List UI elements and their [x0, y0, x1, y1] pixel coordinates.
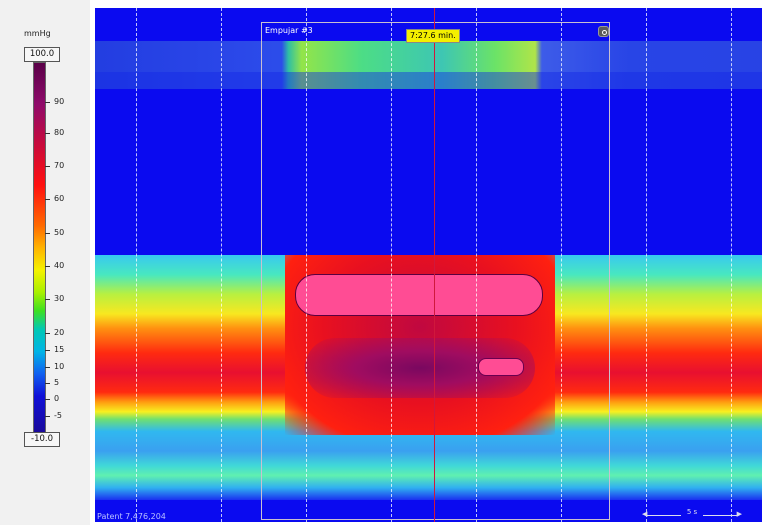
tick-label: 30	[54, 294, 65, 303]
tick-label: 20	[54, 328, 65, 337]
time-gridline	[646, 8, 647, 522]
tick-mark	[45, 266, 50, 267]
time-gridline	[306, 8, 307, 522]
selection-title: Empujar #3	[265, 26, 313, 35]
tick-mark	[45, 333, 50, 334]
pressure-scale-panel: mmHg 100.0 -10.0 90 80 70 60 50 40 30 20…	[0, 0, 90, 525]
time-gridline	[221, 8, 222, 522]
high-pressure-spot	[478, 358, 524, 376]
upper-sphincter-band	[95, 41, 762, 89]
scale-min-value[interactable]: -10.0	[24, 432, 60, 447]
tick-mark	[45, 199, 50, 200]
tick-mark	[45, 133, 50, 134]
tick-label: -5	[54, 411, 62, 420]
tick-mark	[45, 383, 50, 384]
tick-mark	[45, 233, 50, 234]
cursor-time-badge: 7:27.6 min.	[406, 29, 460, 43]
time-cursor-line[interactable]	[434, 8, 435, 522]
tick-label: 60	[54, 194, 65, 203]
time-gridline	[391, 8, 392, 522]
time-scale-indicator: 5 s	[642, 508, 742, 522]
swallow-selection-box[interactable]	[261, 22, 610, 520]
tick-label: 5	[54, 378, 60, 387]
time-gridline	[561, 8, 562, 522]
tick-mark	[45, 367, 50, 368]
close-selection-button[interactable]	[598, 26, 609, 37]
tick-label: 80	[54, 128, 65, 137]
tick-label: 90	[54, 97, 65, 106]
unit-label: mmHg	[24, 29, 51, 38]
arrow-left-icon	[642, 510, 681, 518]
pressure-colorbar	[33, 62, 46, 434]
time-gridline	[731, 8, 732, 522]
tick-label: 10	[54, 362, 65, 371]
tick-label: 40	[54, 261, 65, 270]
arrow-right-icon	[703, 510, 742, 518]
time-scale-label: 5 s	[686, 508, 698, 516]
tick-mark	[45, 399, 50, 400]
pressure-topography-plot[interactable]: Empujar #3 7:27.6 min. Patent 7,476,204 …	[95, 8, 762, 522]
scale-max-value[interactable]: 100.0	[24, 47, 60, 62]
tick-mark	[45, 350, 50, 351]
tick-mark	[45, 299, 50, 300]
tick-label: 0	[54, 394, 60, 403]
tick-label: 15	[54, 345, 65, 354]
tick-mark	[45, 416, 50, 417]
tick-label: 70	[54, 161, 65, 170]
time-gridline	[476, 8, 477, 522]
tick-label: 50	[54, 228, 65, 237]
high-pressure-core	[295, 274, 543, 316]
tick-mark	[45, 102, 50, 103]
time-gridline	[136, 8, 137, 522]
patent-label: Patent 7,476,204	[97, 512, 166, 521]
tick-mark	[45, 166, 50, 167]
